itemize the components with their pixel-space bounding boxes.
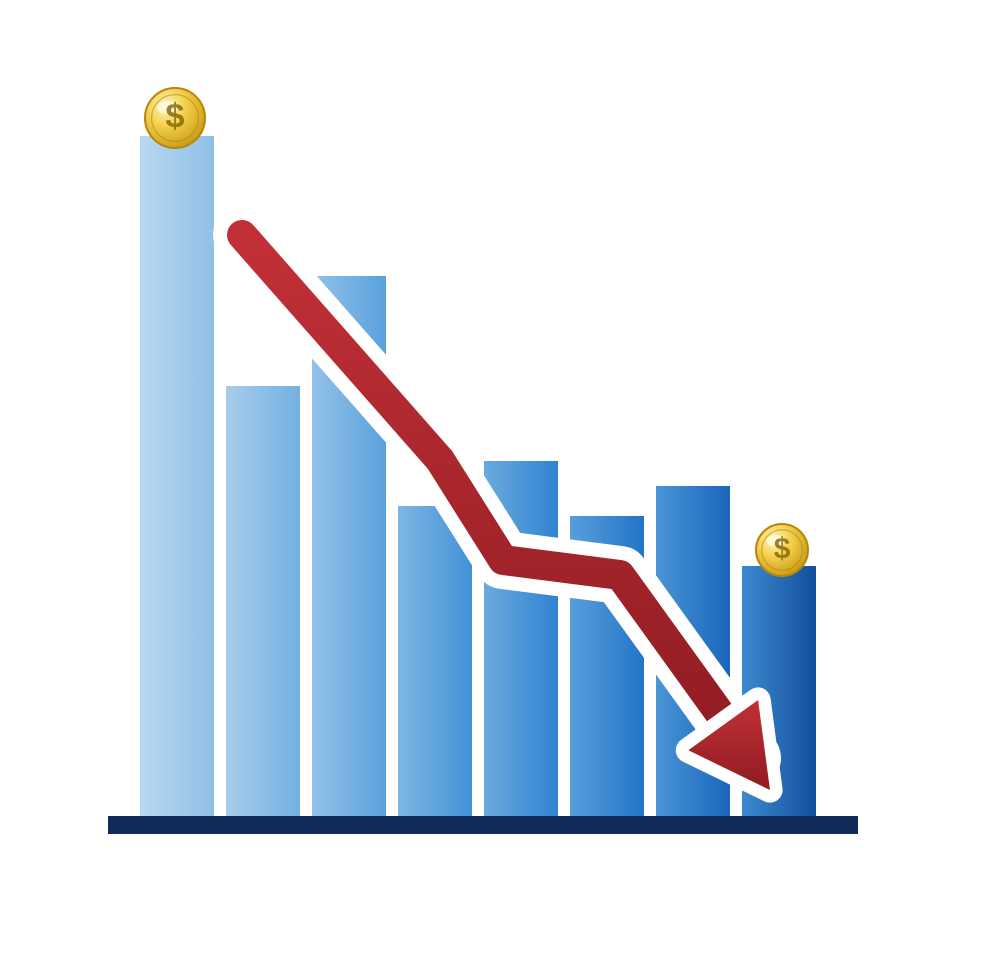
chart-svg: $$ <box>0 0 998 980</box>
bar-4 <box>398 506 472 816</box>
declining-bar-chart: $$ <box>0 0 998 980</box>
bar-5 <box>484 461 558 816</box>
svg-text:$: $ <box>774 532 791 565</box>
dollar-coin-icon: $ <box>756 524 808 576</box>
bar-8 <box>742 566 816 816</box>
bar-2 <box>226 386 300 816</box>
svg-text:$: $ <box>165 98 184 136</box>
declining-arrow-icon <box>242 235 770 790</box>
bar-3 <box>312 276 386 816</box>
bar-6 <box>570 516 644 816</box>
bar-1 <box>140 136 214 816</box>
bar-7 <box>656 486 730 816</box>
dollar-coin-icon: $ <box>145 88 205 148</box>
chart-baseline <box>108 816 858 834</box>
